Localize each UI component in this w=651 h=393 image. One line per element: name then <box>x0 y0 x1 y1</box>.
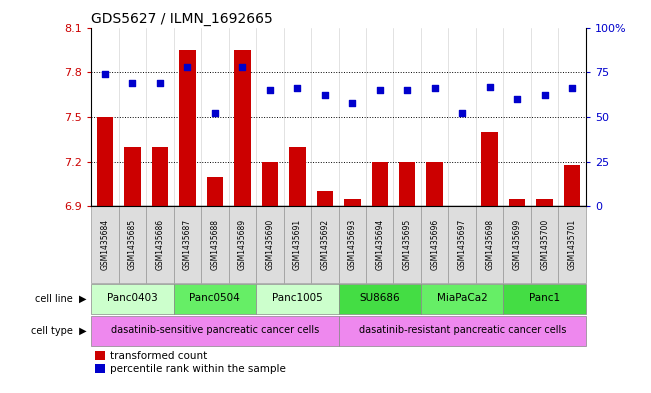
Text: Panc1005: Panc1005 <box>272 293 323 303</box>
Text: GSM1435687: GSM1435687 <box>183 219 192 270</box>
Bar <box>311 206 339 283</box>
Text: GSM1435699: GSM1435699 <box>513 219 521 270</box>
Bar <box>174 206 201 283</box>
Text: GSM1435689: GSM1435689 <box>238 219 247 270</box>
Text: GDS5627 / ILMN_1692665: GDS5627 / ILMN_1692665 <box>91 13 273 26</box>
Bar <box>234 50 251 206</box>
Point <box>567 85 577 92</box>
Bar <box>421 284 503 314</box>
Text: GSM1435685: GSM1435685 <box>128 219 137 270</box>
Bar <box>256 206 284 283</box>
Text: GSM1435691: GSM1435691 <box>293 219 302 270</box>
Bar <box>152 147 168 206</box>
Bar <box>206 176 223 206</box>
Point <box>457 110 467 116</box>
Text: GSM1435688: GSM1435688 <box>210 219 219 270</box>
Text: GSM1435693: GSM1435693 <box>348 219 357 270</box>
Bar <box>531 206 559 283</box>
Point <box>155 80 165 86</box>
Bar <box>426 162 443 206</box>
Bar <box>449 206 476 283</box>
Text: GSM1435692: GSM1435692 <box>320 219 329 270</box>
Point <box>237 64 247 70</box>
Bar <box>91 316 339 346</box>
Bar <box>262 162 278 206</box>
Point <box>264 87 275 93</box>
Text: GSM1435684: GSM1435684 <box>100 219 109 270</box>
Point <box>484 83 495 90</box>
Point <box>402 87 413 93</box>
Text: dasatinib-sensitive pancreatic cancer cells: dasatinib-sensitive pancreatic cancer ce… <box>111 325 319 335</box>
Bar <box>289 147 305 206</box>
Bar <box>393 206 421 283</box>
Bar <box>476 206 503 283</box>
Text: cell line  ▶: cell line ▶ <box>35 294 86 304</box>
Bar <box>399 162 415 206</box>
Bar <box>201 206 229 283</box>
Point <box>210 110 220 116</box>
Text: Panc0504: Panc0504 <box>189 293 240 303</box>
Text: cell type  ▶: cell type ▶ <box>31 326 86 336</box>
Point <box>347 99 357 106</box>
Text: GSM1435701: GSM1435701 <box>568 219 577 270</box>
Bar <box>536 199 553 206</box>
Point <box>182 64 193 70</box>
Bar <box>284 206 311 283</box>
Point <box>430 85 440 92</box>
Bar <box>118 206 146 283</box>
Bar <box>91 284 174 314</box>
Bar <box>146 206 174 283</box>
Bar <box>344 199 361 206</box>
Bar <box>339 316 586 346</box>
Point <box>100 71 110 77</box>
Bar <box>421 206 449 283</box>
Text: Panc0403: Panc0403 <box>107 293 158 303</box>
Text: MiaPaCa2: MiaPaCa2 <box>437 293 488 303</box>
Bar <box>503 284 586 314</box>
Point <box>512 96 522 102</box>
Bar <box>559 206 586 283</box>
Bar <box>339 284 421 314</box>
Text: GSM1435697: GSM1435697 <box>458 219 467 270</box>
Point <box>320 92 330 99</box>
Bar <box>179 50 195 206</box>
Point <box>292 85 303 92</box>
Bar <box>174 284 256 314</box>
Text: dasatinib-resistant pancreatic cancer cells: dasatinib-resistant pancreatic cancer ce… <box>359 325 566 335</box>
Text: GSM1435700: GSM1435700 <box>540 219 549 270</box>
Bar <box>564 165 581 206</box>
Text: SU8686: SU8686 <box>359 293 400 303</box>
Text: GSM1435698: GSM1435698 <box>485 219 494 270</box>
Point <box>540 92 550 99</box>
Bar <box>482 132 498 206</box>
Bar <box>366 206 393 283</box>
Bar <box>229 206 256 283</box>
Point <box>374 87 385 93</box>
Bar <box>509 199 525 206</box>
Bar <box>91 206 118 283</box>
Bar <box>372 162 388 206</box>
Bar <box>316 191 333 206</box>
Bar <box>96 117 113 206</box>
Bar <box>503 206 531 283</box>
Text: GSM1435686: GSM1435686 <box>156 219 164 270</box>
Text: Panc1: Panc1 <box>529 293 561 303</box>
Bar <box>339 206 366 283</box>
Bar <box>124 147 141 206</box>
Text: GSM1435695: GSM1435695 <box>403 219 411 270</box>
Text: GSM1435696: GSM1435696 <box>430 219 439 270</box>
Point <box>127 80 137 86</box>
Bar <box>256 284 339 314</box>
Legend: transformed count, percentile rank within the sample: transformed count, percentile rank withi… <box>91 347 290 378</box>
Text: GSM1435690: GSM1435690 <box>266 219 274 270</box>
Text: GSM1435694: GSM1435694 <box>375 219 384 270</box>
